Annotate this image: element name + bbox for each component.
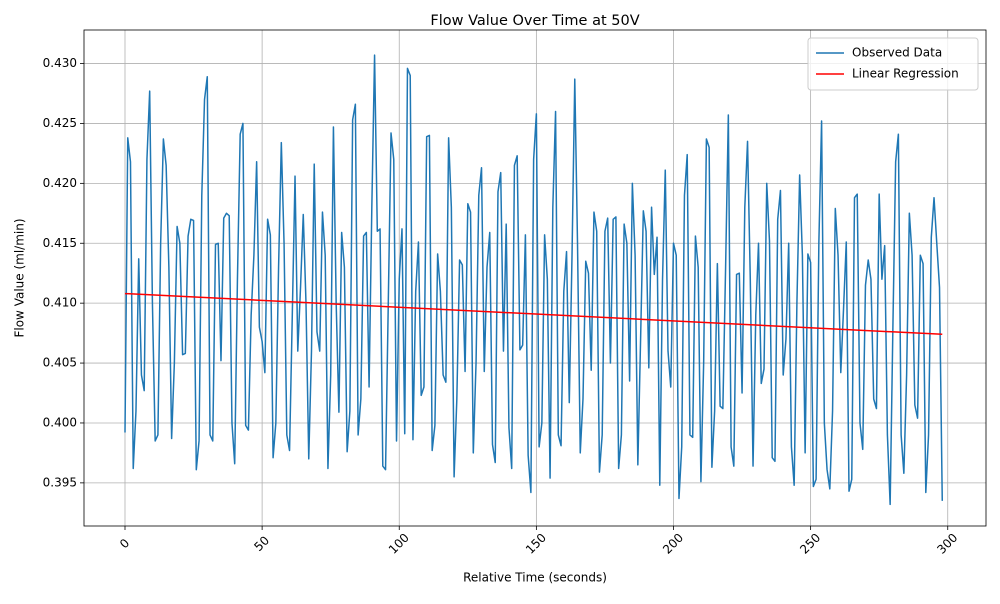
plot-frame	[83, 29, 987, 527]
legend-box	[807, 37, 979, 91]
chart-title: Flow Value Over Time at 50V	[430, 13, 639, 29]
y-tick-label: 0.405	[43, 356, 77, 370]
legend-label: Linear Regression	[852, 67, 959, 81]
y-tick-label: 0.395	[43, 475, 77, 489]
data-line	[124, 292, 943, 336]
y-tick-label: 0.430	[43, 56, 77, 70]
data-line	[124, 54, 944, 506]
y-axis-label: Flow Value (ml/min)	[13, 218, 27, 337]
y-tick-label: 0.415	[43, 236, 77, 250]
legend-label: Observed Data	[852, 46, 942, 60]
y-tick-label: 0.425	[43, 116, 77, 130]
y-tick-label: 0.410	[43, 296, 77, 310]
y-tick-label: 0.420	[43, 176, 77, 190]
y-tick-label: 0.400	[43, 415, 77, 429]
x-axis-label: Relative Time (seconds)	[463, 571, 607, 585]
